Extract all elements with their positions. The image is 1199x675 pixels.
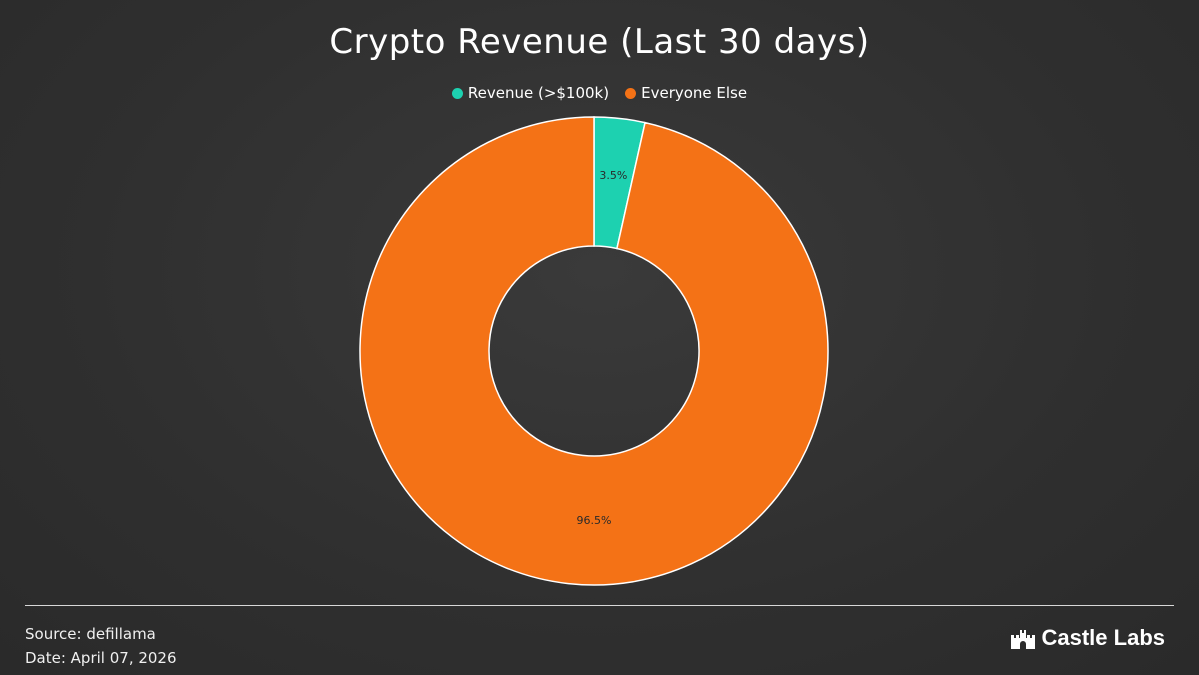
slice-label-0: 3.5%	[599, 169, 627, 182]
legend-swatch-everyone-else	[625, 87, 637, 99]
donut-chart: 3.5% 96.5%	[359, 116, 829, 586]
legend-label-everyone-else: Everyone Else	[641, 84, 748, 102]
footer-info: Source: defillama Date: April 07, 2026	[25, 622, 177, 670]
chart-legend: Revenue (>$100k) Everyone Else	[0, 84, 1199, 102]
date-text: Date: April 07, 2026	[25, 649, 177, 667]
slice-label-1: 96.5%	[577, 514, 612, 527]
legend-item-everyone-else[interactable]: Everyone Else	[625, 84, 747, 102]
source-text: Source: defillama	[25, 625, 156, 643]
brand-logo: Castle Labs	[1010, 625, 1166, 651]
footer-divider	[25, 605, 1174, 606]
legend-swatch-revenue	[451, 87, 463, 99]
legend-label-revenue: Revenue (>$100k)	[467, 84, 610, 102]
chart-title: Crypto Revenue (Last 30 days)	[329, 22, 870, 62]
brand-name: Castle Labs	[1041, 625, 1166, 650]
pie-slice-1	[359, 116, 829, 586]
legend-item-revenue[interactable]: Revenue (>$100k)	[451, 84, 610, 102]
castle-icon	[1010, 630, 1035, 649]
